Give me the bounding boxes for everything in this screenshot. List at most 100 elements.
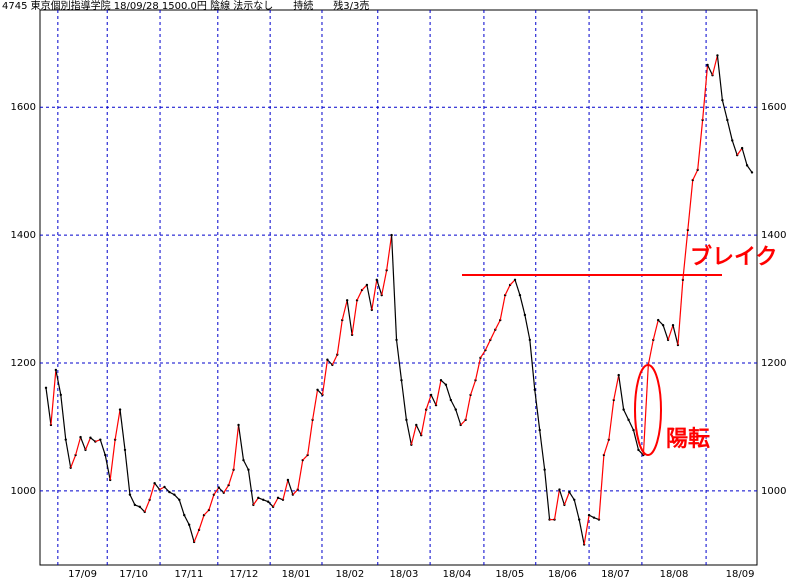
- price-segment: [336, 320, 343, 355]
- price-segment: [479, 349, 486, 359]
- plot-frame: [39, 9, 758, 566]
- price-segment: [494, 319, 501, 330]
- price-segment: [341, 300, 348, 321]
- x-tick-label: 18/07: [601, 569, 630, 580]
- price-segment: [129, 494, 136, 506]
- price-segment: [573, 499, 580, 520]
- price-segment: [272, 497, 279, 508]
- price-segment: [687, 180, 694, 231]
- price-segment: [707, 64, 714, 76]
- price-segment: [252, 497, 259, 506]
- price-segment: [682, 229, 689, 280]
- price-segment: [144, 499, 151, 513]
- price-segment: [395, 339, 403, 381]
- price-segment: [578, 519, 585, 545]
- price-segment: [484, 339, 491, 351]
- price-segment: [104, 454, 111, 481]
- price-segment: [514, 279, 521, 296]
- price-segment: [450, 399, 457, 410]
- price-segment: [553, 489, 561, 520]
- x-tick-label: 18/09: [726, 569, 755, 580]
- price-segment: [247, 469, 254, 505]
- price-segment: [400, 380, 408, 420]
- price-segment: [60, 394, 67, 440]
- price-segment: [474, 357, 482, 381]
- price-segment: [632, 429, 640, 451]
- highlight-ellipse: [634, 364, 662, 456]
- price-segment: [287, 479, 294, 495]
- y-tick-label: 1000: [761, 486, 786, 497]
- x-tick-label: 18/08: [660, 569, 689, 580]
- price-segment: [677, 279, 684, 346]
- x-tick-label: 17/12: [230, 569, 259, 580]
- price-segment: [420, 409, 427, 436]
- x-tick-label: 18/05: [495, 569, 524, 580]
- price-segment: [697, 119, 704, 170]
- price-segment: [618, 375, 625, 410]
- price-segment: [356, 289, 363, 301]
- price-segment: [529, 339, 536, 390]
- price-segment: [721, 100, 728, 121]
- price-segment: [425, 394, 432, 410]
- chart-title: 4745 東京個別指導学院 18/09/28 1500.0円 陰線 法示なし 持…: [2, 0, 369, 12]
- x-tick-label: 17/09: [68, 569, 97, 580]
- price-segment: [672, 325, 679, 346]
- price-segment: [726, 119, 733, 141]
- x-tick-label: 18/01: [282, 569, 311, 580]
- price-segment: [154, 482, 161, 490]
- price-segment: [242, 459, 249, 471]
- price-segment: [178, 499, 185, 516]
- price-segment: [534, 389, 541, 431]
- price-segment: [366, 284, 373, 310]
- price-segment: [381, 270, 388, 296]
- grid: [40, 10, 757, 565]
- price-segment: [613, 374, 620, 401]
- price-segment: [499, 295, 506, 321]
- price-segment: [346, 300, 353, 335]
- price-segment: [603, 439, 610, 456]
- price-segment: [75, 436, 82, 456]
- price-segment: [228, 469, 235, 486]
- price-segment: [119, 409, 126, 450]
- y-tick-label: 1200: [11, 358, 36, 369]
- price-segment: [109, 439, 116, 481]
- price-segment: [647, 339, 654, 365]
- price-segment: [716, 55, 723, 101]
- price-segment: [544, 469, 551, 520]
- price-segment: [188, 524, 195, 543]
- price-segment: [563, 491, 570, 506]
- price-segment: [70, 454, 77, 469]
- price-segment: [50, 369, 57, 426]
- price-segment: [731, 140, 738, 156]
- price-segment: [741, 147, 748, 166]
- price-segment: [711, 55, 719, 76]
- price-segment: [415, 424, 422, 436]
- price-segment: [608, 399, 615, 440]
- price-segment: [652, 319, 659, 341]
- price-segment: [307, 419, 314, 456]
- y-tick-label: 1400: [761, 230, 786, 241]
- price-segment: [435, 380, 442, 406]
- price-segment: [386, 234, 393, 271]
- price-segment: [45, 387, 52, 426]
- price-segment: [282, 479, 289, 500]
- y-tick-label: 1400: [11, 230, 36, 241]
- price-segment: [297, 460, 304, 490]
- price-segment: [746, 165, 753, 173]
- x-tick-label: 17/10: [119, 569, 148, 580]
- price-segment: [568, 491, 575, 501]
- price-segment: [331, 354, 338, 366]
- price-segment: [430, 394, 437, 406]
- price-line: [44, 54, 754, 546]
- price-segment: [114, 409, 121, 440]
- price-point: [750, 171, 754, 174]
- price-segment: [702, 64, 709, 121]
- price-segment: [79, 436, 87, 451]
- y-tick-label: 1200: [761, 358, 786, 369]
- price-segment: [124, 449, 131, 495]
- price-segment: [662, 325, 669, 341]
- price-segment: [390, 235, 398, 340]
- price-segment: [149, 482, 156, 500]
- price-segment: [198, 514, 205, 531]
